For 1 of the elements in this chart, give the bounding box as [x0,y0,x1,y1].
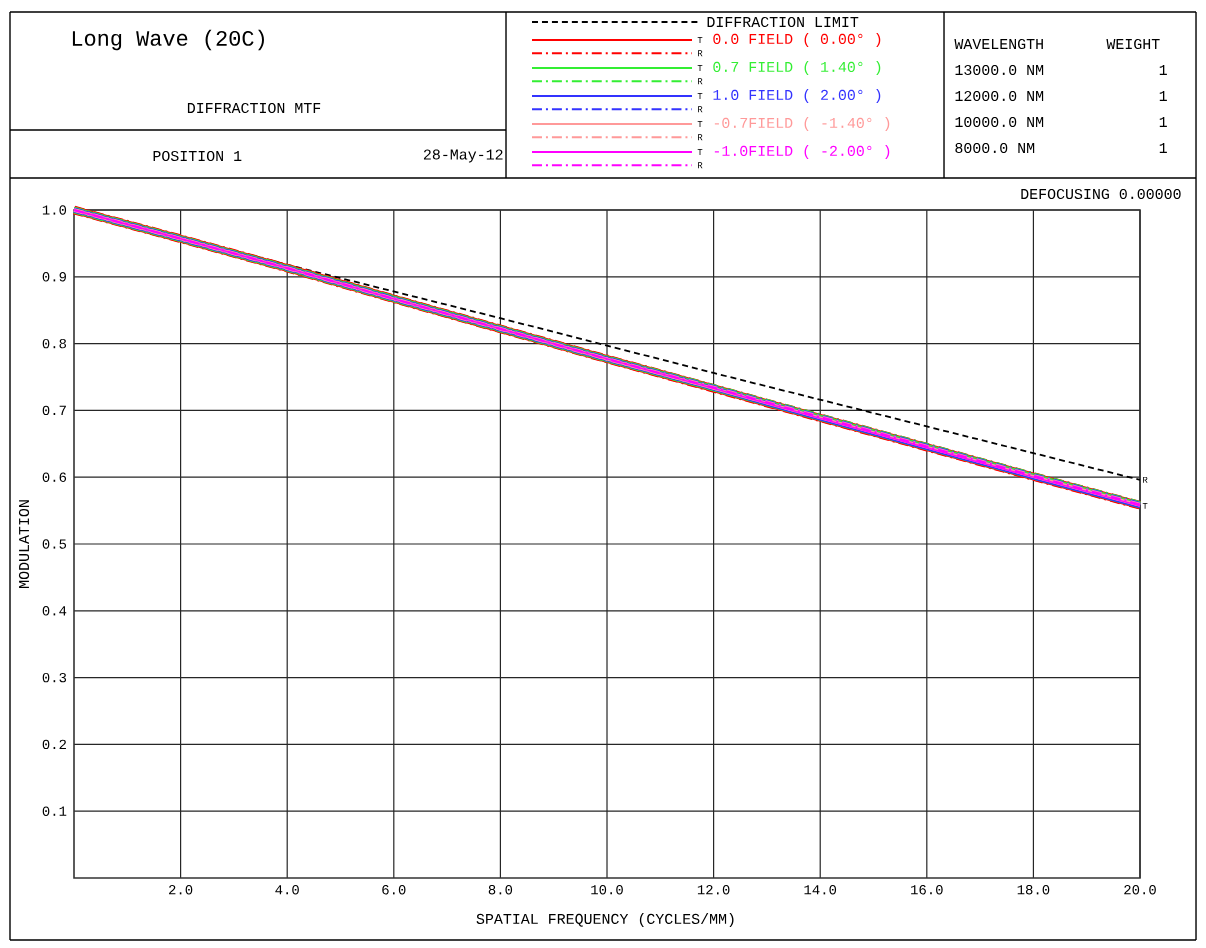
chart-title: Long Wave (20C) [72,29,264,51]
